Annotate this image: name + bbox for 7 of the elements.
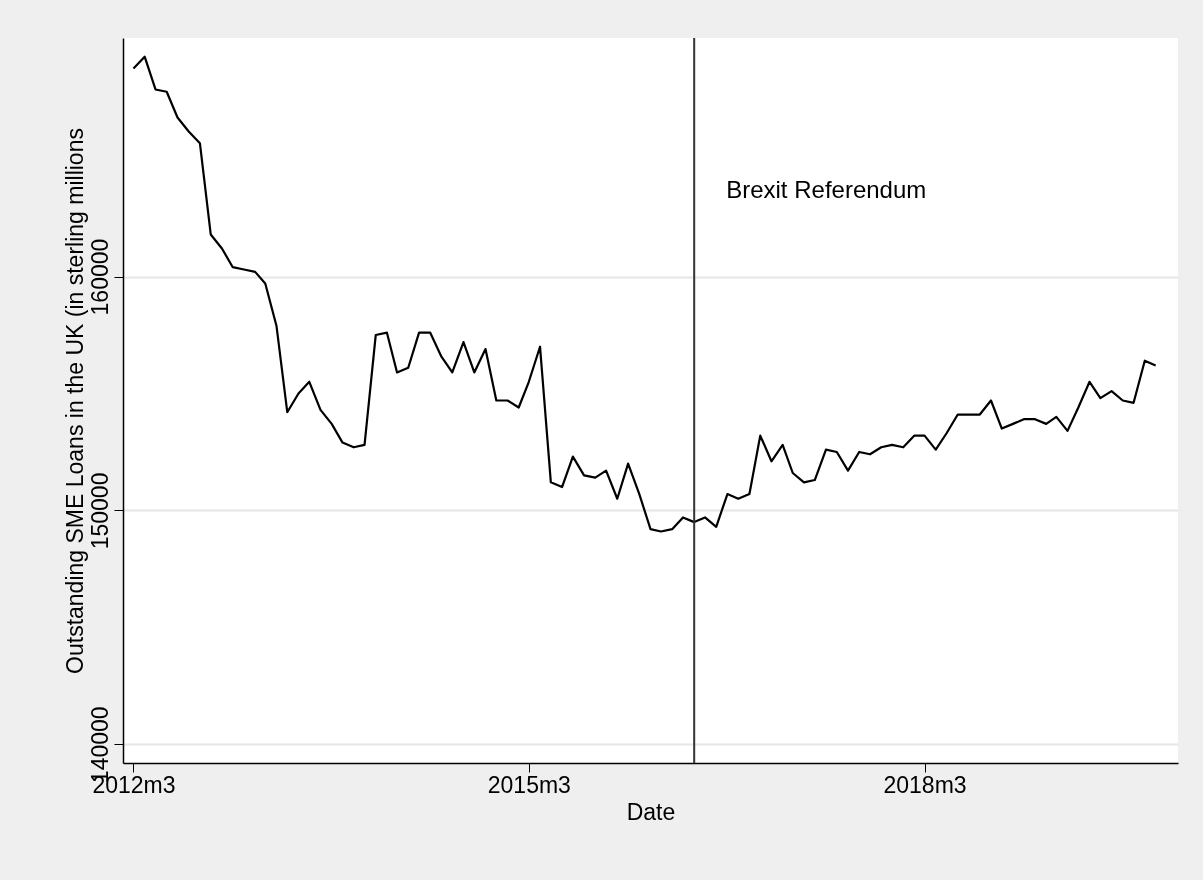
ref-line-label: Brexit Referendum xyxy=(726,176,927,203)
line-series xyxy=(132,55,1157,533)
y-axis-title: Outstanding SME Loans in the UK (in sterling millions xyxy=(61,128,88,674)
x-axis-title: Date xyxy=(626,798,676,825)
x-tick-label: 2018m3 xyxy=(883,771,967,798)
y-tick-label: 150000 xyxy=(86,472,113,550)
x-tick-label: 2015m3 xyxy=(487,771,571,798)
